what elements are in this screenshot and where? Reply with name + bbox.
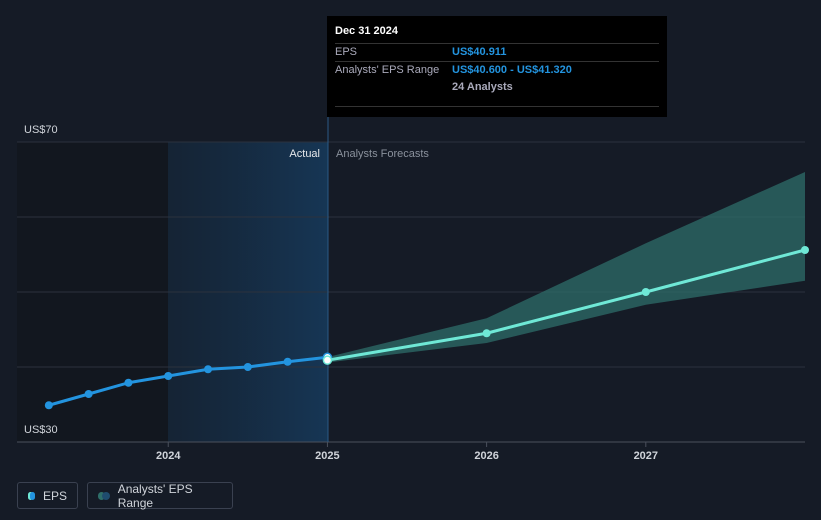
eps-point — [164, 372, 173, 380]
eps-point — [243, 363, 252, 371]
y-tick-label: US$30 — [24, 424, 58, 436]
range-band — [327, 172, 805, 363]
legend-eps[interactable]: EPS — [17, 482, 78, 509]
legend-swatch — [29, 491, 35, 500]
legend-swatch — [102, 491, 110, 500]
tooltip-row: Analysts' EPS Range US$40.600 - US$41.320 — [335, 61, 659, 79]
tooltip-value: 24 Analysts — [452, 81, 513, 93]
eps-point — [84, 390, 93, 398]
tooltip-row: EPS US$40.911 — [335, 43, 659, 61]
eps-point — [482, 329, 491, 338]
eps-point — [801, 246, 809, 254]
eps-point — [124, 378, 133, 387]
eps-point — [283, 357, 292, 366]
legend-label: EPS — [42, 488, 67, 503]
eps-point — [204, 365, 213, 374]
eps-point — [44, 401, 53, 410]
tooltip-value: US$40.911 — [452, 46, 507, 58]
eps-point — [641, 288, 650, 296]
x-tick-label: 2026 — [474, 450, 498, 462]
tooltip: Dec 31 2024 EPS US$40.911 Analysts' EPS R… — [327, 16, 667, 117]
tooltip-value: US$40.600 - US$41.320 — [452, 64, 572, 76]
forecast-label: Analysts Forecasts — [336, 148, 429, 160]
x-tick-label: 2025 — [315, 450, 339, 462]
legend-label: Analysts' EPS Range — [117, 481, 193, 510]
legend-swatch — [98, 491, 106, 500]
eps-line — [48, 355, 328, 407]
eps-line — [327, 248, 806, 362]
eps-point — [322, 355, 333, 365]
tooltip-row: 24 Analysts — [335, 79, 659, 96]
actual-label: Actual — [289, 148, 320, 160]
tooltip-date: Dec 31 2024 — [335, 25, 398, 37]
y-tick-label: US$70 — [24, 124, 58, 136]
tooltip-label: Analysts' EPS Range — [335, 64, 440, 76]
x-tick-label: 2027 — [634, 450, 658, 462]
legend-range[interactable]: Analysts' EPS Range — [87, 481, 233, 510]
x-tick-label: 2024 — [156, 450, 181, 462]
tooltip-label: EPS — [335, 46, 358, 58]
